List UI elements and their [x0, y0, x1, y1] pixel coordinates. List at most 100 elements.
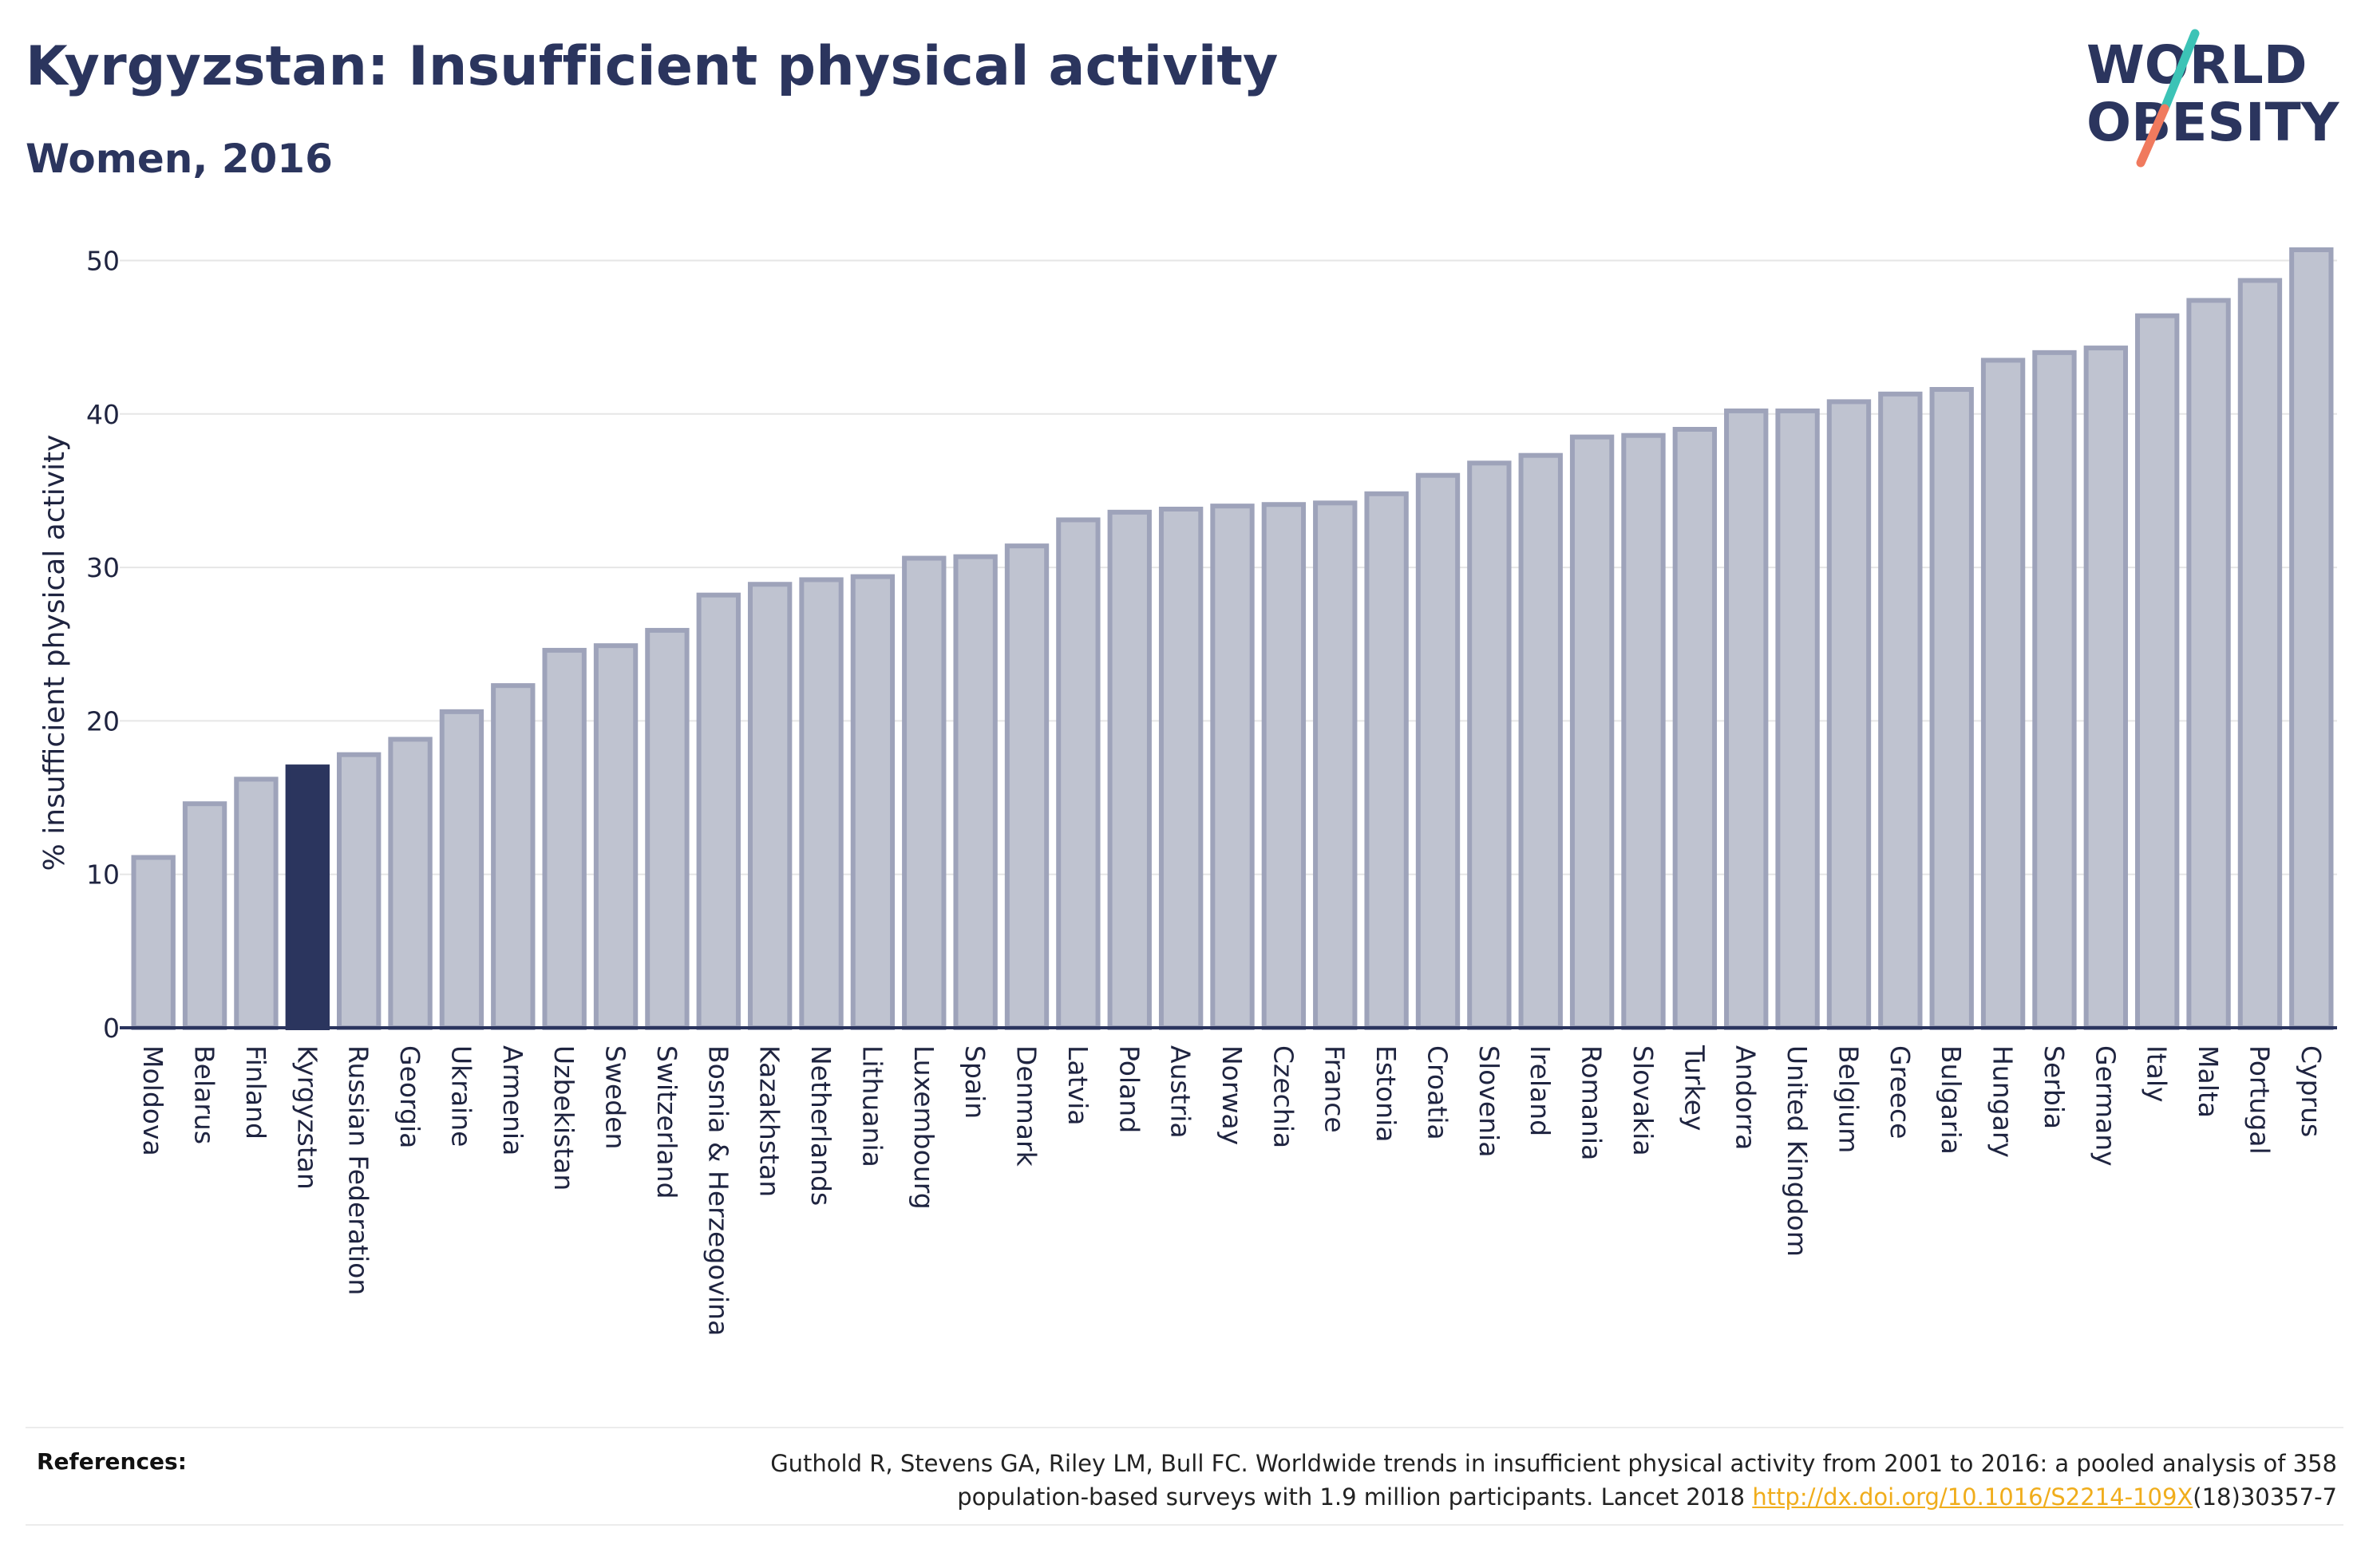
- reference-line-1: Guthold R, Stevens GA, Riley LM, Bull FC…: [770, 1450, 2337, 1477]
- x-category-label: Czechia: [1268, 1045, 1299, 1148]
- y-tick-label: 0: [103, 1013, 120, 1044]
- x-category-label: Luxembourg: [908, 1045, 939, 1210]
- bar-sweden: [593, 643, 639, 1031]
- bar-netherlands: [799, 577, 844, 1030]
- bar-turkey: [1672, 427, 1718, 1030]
- x-category-label: Sweden: [600, 1045, 631, 1149]
- bar-malta: [2186, 298, 2231, 1030]
- bar-kazakhstan: [747, 582, 793, 1030]
- chart-subtitle: Women, 2016: [26, 136, 333, 182]
- world-obesity-logo: WORLD OBESITY: [2086, 29, 2340, 168]
- bar-germany: [2083, 346, 2129, 1031]
- x-category-label: Finland: [240, 1045, 271, 1139]
- bar-romania: [1569, 434, 1615, 1030]
- x-category-label: Switzerland: [651, 1045, 682, 1199]
- bar-belarus: [182, 801, 227, 1030]
- chart-title: Kyrgyzstan: Insufficient physical activi…: [26, 35, 1279, 98]
- bar-armenia: [491, 683, 536, 1031]
- y-tick-label: 50: [86, 245, 120, 276]
- x-category-label: Moldova: [137, 1045, 168, 1156]
- bar-croatia: [1415, 472, 1461, 1030]
- x-category-label: France: [1319, 1045, 1351, 1133]
- bar-denmark: [1004, 543, 1050, 1030]
- bar-italy: [2135, 313, 2180, 1030]
- footer-divider-top: [26, 1427, 2343, 1428]
- bar-portugal: [2237, 278, 2283, 1030]
- bar-moldova: [131, 855, 176, 1030]
- reference-line-2-text: population-based surveys with 1.9 millio…: [957, 1483, 1753, 1511]
- bar-lithuania: [850, 574, 896, 1030]
- x-category-label: Armenia: [497, 1045, 528, 1155]
- bar-norway: [1210, 504, 1255, 1030]
- bar-slovenia: [1467, 460, 1512, 1030]
- x-category-label: Andorra: [1730, 1045, 1762, 1150]
- bar-greece: [1878, 391, 1923, 1030]
- bar-finland: [234, 776, 279, 1030]
- x-category-label: Denmark: [1011, 1045, 1042, 1167]
- bar-united-kingdom: [1775, 408, 1820, 1030]
- bar-slovakia: [1621, 432, 1666, 1030]
- logo-word-world: WORLD: [2086, 34, 2308, 96]
- x-category-label: Estonia: [1370, 1045, 1402, 1142]
- bar-luxembourg: [902, 555, 947, 1030]
- x-category-label: Kyrgyzstan: [291, 1045, 322, 1190]
- x-category-label: Netherlands: [805, 1045, 836, 1206]
- logo-slash-bottom: [2136, 104, 2169, 168]
- bar-estonia: [1364, 491, 1409, 1030]
- x-category-label: Lithuania: [856, 1045, 888, 1167]
- x-category-label: Kazakhstan: [754, 1045, 785, 1197]
- x-category-label: Turkey: [1679, 1045, 1710, 1131]
- x-category-labels: Moldova Belarus Finland Kyrgyzstan Russian F…: [137, 1045, 2327, 1336]
- bar-poland: [1107, 509, 1152, 1030]
- y-tick-labels: 0 10 20 30 40 50: [86, 245, 120, 1044]
- x-category-label: Malta: [2193, 1045, 2224, 1118]
- y-tick-label: 40: [86, 399, 120, 430]
- bar-bosnia-herzegovina: [696, 592, 741, 1030]
- bar-ukraine: [439, 709, 484, 1030]
- x-category-label: Italy: [2142, 1045, 2173, 1103]
- bar-bulgaria: [1929, 387, 1974, 1030]
- bar-serbia: [2032, 350, 2077, 1031]
- bar-cyprus: [2289, 247, 2334, 1030]
- x-category-label: Uzbekistan: [548, 1045, 579, 1191]
- x-category-label: Bulgaria: [1936, 1045, 1967, 1155]
- x-category-label: Romania: [1576, 1045, 1608, 1160]
- x-category-label: Serbia: [2039, 1045, 2070, 1129]
- y-tick-label: 30: [86, 552, 120, 583]
- bar-kyrgyzstan: [285, 764, 330, 1030]
- x-category-label: United Kingdom: [1782, 1045, 1813, 1257]
- bar-czechia: [1261, 502, 1307, 1030]
- bars: [131, 247, 2334, 1031]
- x-category-label: Ukraine: [445, 1045, 477, 1147]
- bar-hungary: [1980, 357, 2026, 1030]
- bar-russian-federation: [336, 752, 382, 1030]
- bar-austria: [1158, 507, 1204, 1030]
- bar-spain: [953, 554, 998, 1030]
- bar-belgium: [1826, 399, 1872, 1030]
- y-tick-label: 20: [86, 705, 120, 737]
- x-category-label: Slovenia: [1473, 1045, 1505, 1157]
- reference-doi-link[interactable]: http://dx.doi.org/10.1016/S2214-109X: [1752, 1483, 2193, 1511]
- x-category-label: Latvia: [1062, 1045, 1093, 1125]
- x-category-label: Slovakia: [1627, 1045, 1659, 1156]
- footer-divider-bottom: [26, 1524, 2343, 1526]
- reference-line-2-suffix: (18)30357-7: [2193, 1483, 2337, 1511]
- x-category-label: Portugal: [2244, 1045, 2275, 1155]
- x-category-label: Spain: [959, 1045, 991, 1119]
- bar-chart: 0 10 20 30 40 50 Moldova Belarus Finland Kyrgyzs…: [38, 245, 2337, 1336]
- x-category-label: Bosnia & Herzegovina: [702, 1045, 734, 1336]
- x-category-label: Cyprus: [2296, 1045, 2327, 1137]
- x-category-label: Hungary: [1987, 1045, 2019, 1158]
- y-tick-label: 10: [86, 859, 120, 891]
- x-category-label: Greece: [1884, 1045, 1916, 1139]
- bar-georgia: [388, 737, 433, 1030]
- bar-ireland: [1518, 452, 1563, 1030]
- y-axis-title: % insufficient physical activity: [38, 435, 71, 871]
- x-category-label: Georgia: [394, 1045, 425, 1148]
- bar-switzerland: [645, 627, 690, 1031]
- bar-uzbekistan: [542, 647, 587, 1031]
- x-category-label: Norway: [1216, 1045, 1248, 1145]
- x-category-label: Belgium: [1833, 1045, 1864, 1153]
- bar-france: [1313, 500, 1358, 1030]
- x-category-label: Russian Federation: [343, 1045, 374, 1295]
